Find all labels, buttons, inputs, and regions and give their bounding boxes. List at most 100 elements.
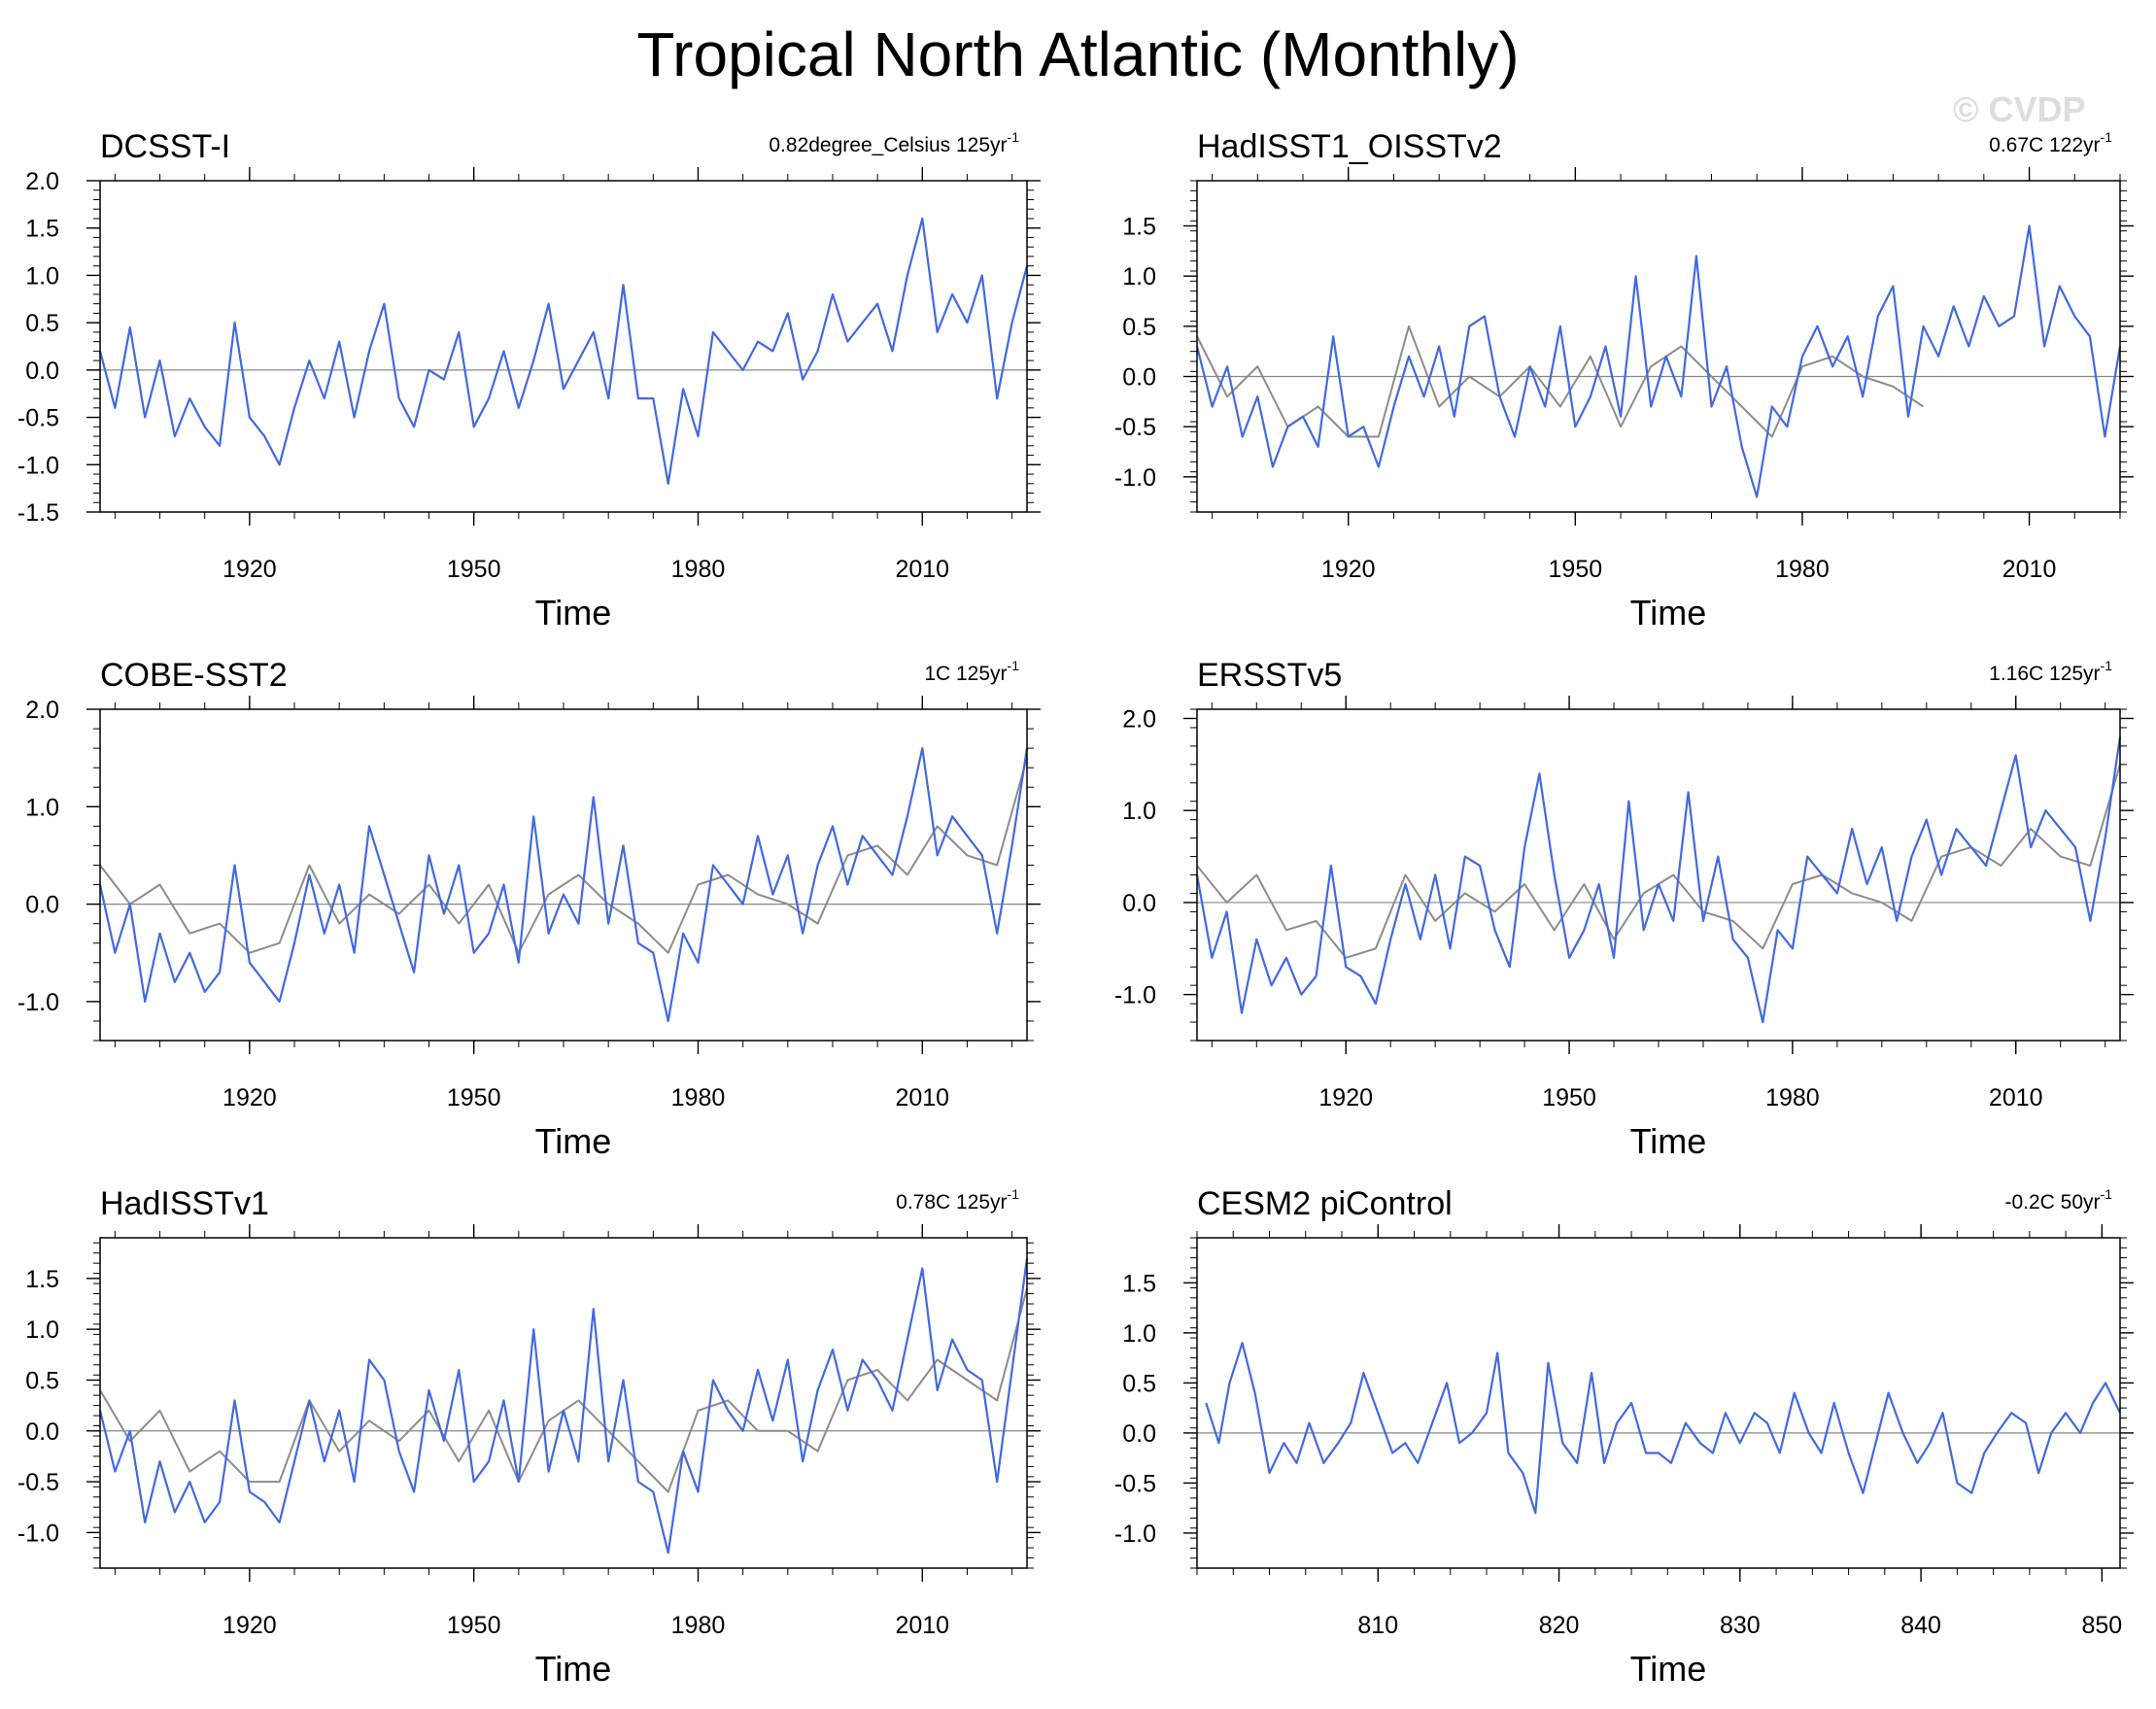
y-tick-label: 0.0 bbox=[25, 892, 59, 919]
x-tick-label: 2010 bbox=[1989, 1084, 2043, 1111]
x-tick-label: 1950 bbox=[447, 1612, 501, 1639]
panel-title: HadISSTv1 bbox=[100, 1185, 269, 1222]
chart-panel: DCSST-I 0.82degree_Celsius 125yr-1 -1.5 -1.… bbox=[17, 128, 1041, 632]
data-series-line bbox=[98, 746, 1029, 1023]
x-tick-label: 1920 bbox=[222, 556, 277, 583]
y-tick-label: 0.0 bbox=[1122, 890, 1156, 917]
y-tick-label: 2.0 bbox=[25, 697, 59, 724]
y-tick-label: 2.0 bbox=[1122, 705, 1156, 733]
trend-exponent: -1 bbox=[1008, 1186, 1020, 1202]
panel-title: ERSSTv5 bbox=[1197, 657, 1342, 694]
watermark-text: © CVDP bbox=[1953, 89, 2086, 129]
x-tick-label: 850 bbox=[2082, 1612, 2123, 1639]
y-tick-label: 1.0 bbox=[1122, 1320, 1156, 1348]
y-tick-label: 1.0 bbox=[25, 262, 59, 290]
panel-title: DCSST-I bbox=[100, 128, 230, 165]
y-tick-label: -0.5 bbox=[1114, 1470, 1156, 1497]
chart-panel: HadISSTv1 0.78C 125yr-1 -1.0 -0.5 0.0 0.5 1.0 1… bbox=[17, 1185, 1041, 1689]
figure-title: Tropical North Atlantic (Monthly) bbox=[636, 19, 1520, 89]
trend-label: -0.2C 50yr-1 bbox=[2005, 1186, 2113, 1213]
plot-frame bbox=[1196, 1237, 2121, 1569]
y-tick-label: 1.0 bbox=[1122, 263, 1156, 291]
x-tick-label: 1920 bbox=[1321, 556, 1376, 583]
reference-series-line bbox=[99, 757, 1028, 954]
y-tick-label: -0.5 bbox=[17, 1469, 59, 1496]
x-axis-title: Time bbox=[535, 1649, 612, 1689]
x-axis-title: Time bbox=[1630, 1121, 1707, 1161]
y-tick-label: 0.5 bbox=[1122, 314, 1156, 341]
reference-series-line bbox=[99, 1288, 1028, 1493]
plot-frame bbox=[99, 708, 1028, 1042]
trend-exponent: -1 bbox=[2101, 1186, 2113, 1202]
trend-label: 0.67C 122yr-1 bbox=[1989, 129, 2112, 156]
trend-exponent: -1 bbox=[1008, 129, 1020, 145]
y-tick-label: 0.5 bbox=[1122, 1370, 1156, 1397]
trend-exponent: -1 bbox=[2101, 129, 2113, 145]
trend-label: 1C 125yr-1 bbox=[924, 658, 1019, 685]
x-tick-label: 1980 bbox=[671, 1084, 726, 1111]
x-tick-label: 1980 bbox=[671, 556, 726, 583]
x-axis-title: Time bbox=[1630, 593, 1707, 632]
y-tick-label: 0.0 bbox=[25, 1418, 59, 1446]
y-tick-label: -1.0 bbox=[1114, 982, 1156, 1009]
y-tick-label: 1.5 bbox=[25, 1266, 59, 1293]
trend-exponent: -1 bbox=[1008, 658, 1020, 673]
chart-panel: ERSSTv5 1.16C 125yr-1 -1.0 0.0 1.0 2.0 1920 195… bbox=[1114, 657, 2134, 1161]
y-tick-label: 1.5 bbox=[1122, 214, 1156, 241]
panel-title: CESM2 piControl bbox=[1197, 1185, 1453, 1222]
y-tick-label: 1.0 bbox=[25, 794, 59, 821]
y-tick-label: 1.5 bbox=[25, 216, 59, 243]
x-tick-label: 1980 bbox=[1765, 1084, 1820, 1111]
x-tick-label: 1950 bbox=[447, 1084, 501, 1111]
x-tick-label: 810 bbox=[1357, 1612, 1398, 1639]
x-tick-label: 1980 bbox=[671, 1612, 726, 1639]
y-tick-label: -0.5 bbox=[1114, 414, 1156, 441]
y-tick-label: 0.0 bbox=[25, 358, 59, 385]
trend-label: 0.82degree_Celsius 125yr-1 bbox=[769, 129, 1019, 156]
x-tick-label: 1920 bbox=[222, 1612, 277, 1639]
data-series-line bbox=[98, 217, 1029, 485]
trend-label: 1.16C 125yr-1 bbox=[1989, 658, 2112, 685]
data-series-line bbox=[98, 1257, 1029, 1555]
x-tick-label: 1950 bbox=[447, 556, 501, 583]
x-tick-label: 2010 bbox=[2002, 556, 2057, 583]
x-tick-label: 820 bbox=[1539, 1612, 1580, 1639]
x-tick-label: 1920 bbox=[222, 1084, 277, 1111]
chart-panel: HadISST1_OISSTv2 0.67C 122yr-1 -1.0 -0.5 0.0… bbox=[1114, 128, 2134, 632]
x-tick-label: 1950 bbox=[1542, 1084, 1596, 1111]
x-axis-title: Time bbox=[1630, 1649, 1707, 1689]
x-tick-label: 2010 bbox=[895, 1612, 949, 1639]
y-tick-label: 0.5 bbox=[25, 310, 59, 337]
x-tick-label: 840 bbox=[1900, 1612, 1941, 1639]
y-tick-label: 1.0 bbox=[1122, 798, 1156, 825]
y-tick-label: -1.0 bbox=[17, 1520, 59, 1547]
y-tick-label: 0.0 bbox=[1122, 1420, 1156, 1448]
data-series-line bbox=[1195, 736, 2122, 1024]
x-tick-label: 2010 bbox=[895, 556, 949, 583]
x-tick-label: 1950 bbox=[1549, 556, 1603, 583]
x-tick-label: 1920 bbox=[1318, 1084, 1373, 1111]
x-axis-title: Time bbox=[535, 1121, 612, 1161]
y-tick-label: -1.0 bbox=[1114, 464, 1156, 492]
x-axis-title: Time bbox=[535, 593, 612, 632]
plot-frame bbox=[1196, 180, 2121, 513]
y-tick-label: 1.5 bbox=[1122, 1270, 1156, 1297]
x-tick-label: 2010 bbox=[895, 1084, 949, 1111]
chart-panel: CESM2 piControl -0.2C 50yr-1 -1.0 -0.5 0.0 0.… bbox=[1114, 1185, 2134, 1689]
y-tick-label: 1.0 bbox=[25, 1316, 59, 1344]
y-tick-label: 2.0 bbox=[25, 168, 59, 195]
y-tick-label: -1.0 bbox=[1114, 1521, 1156, 1548]
trend-exponent: -1 bbox=[2101, 658, 2113, 673]
data-series-line bbox=[1195, 224, 2122, 498]
x-tick-label: 1980 bbox=[1775, 556, 1830, 583]
panel-title: COBE-SST2 bbox=[100, 657, 288, 694]
y-tick-label: 0.0 bbox=[1122, 364, 1156, 392]
plot-frame bbox=[1196, 708, 2121, 1042]
y-tick-label: -1.0 bbox=[17, 452, 59, 479]
y-tick-label: -1.0 bbox=[17, 989, 59, 1016]
x-tick-label: 830 bbox=[1720, 1612, 1761, 1639]
y-tick-label: -0.5 bbox=[17, 405, 59, 432]
y-tick-label: 0.5 bbox=[25, 1367, 59, 1394]
y-tick-label: -1.5 bbox=[17, 499, 59, 527]
